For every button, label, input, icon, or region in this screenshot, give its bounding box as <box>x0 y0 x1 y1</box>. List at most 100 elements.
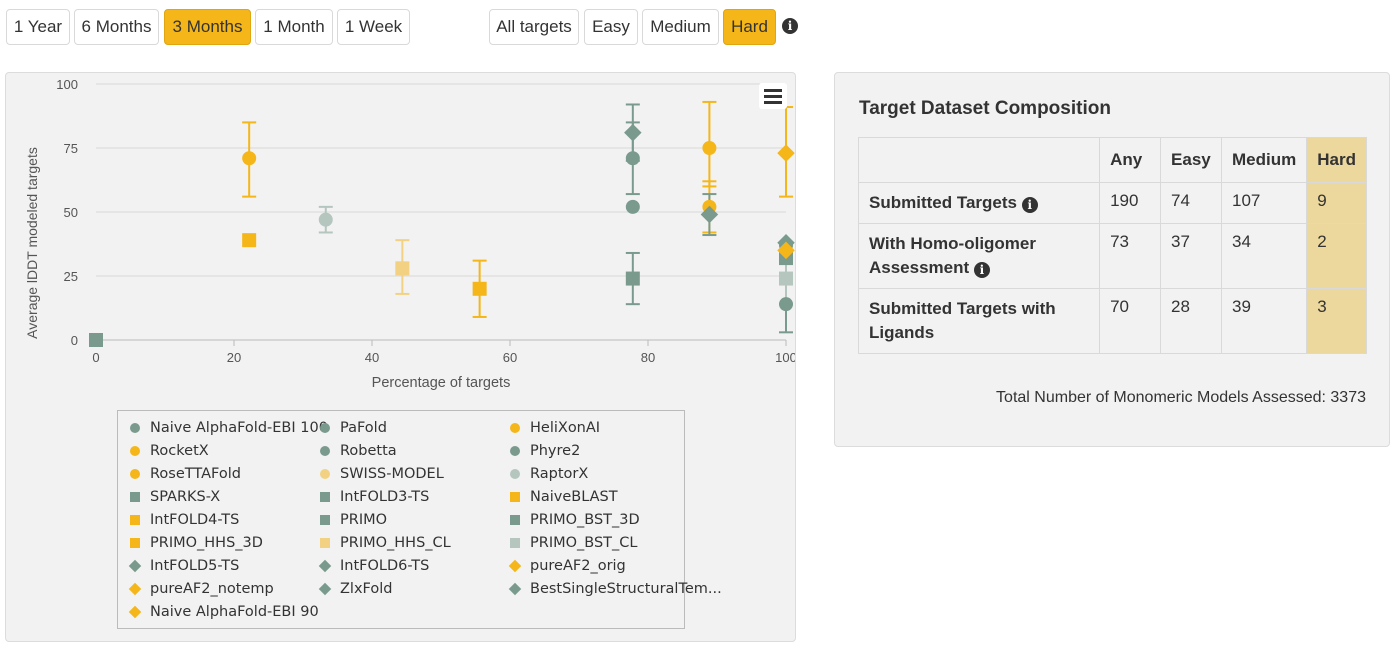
data-point[interactable] <box>625 199 640 214</box>
x-tick-label: 60 <box>503 350 517 365</box>
data-points <box>89 123 795 347</box>
square-marker-icon <box>320 515 330 525</box>
diamond-marker-icon <box>128 559 142 573</box>
legend-label: PRIMO_BST_CL <box>530 535 638 551</box>
cell-hard: 3 <box>1306 288 1367 354</box>
x-tick-label: 100 <box>775 350 795 365</box>
legend-label: RaptorX <box>530 466 589 482</box>
legend-label: IntFOLD6-TS <box>340 558 430 574</box>
filter-1-month-button[interactable]: 1 Month <box>255 9 333 45</box>
difficulty-info-icon[interactable]: i <box>782 18 798 34</box>
data-point[interactable] <box>779 297 793 312</box>
filter-3-months-button[interactable]: 3 Months <box>164 9 251 45</box>
filter-easy-button[interactable]: Easy <box>584 9 638 45</box>
diamond-marker-icon <box>318 582 332 596</box>
row-label: Submitted Targets with Ligands <box>857 288 1101 354</box>
circle-marker-icon <box>130 423 140 433</box>
filter-1-week-button[interactable]: 1 Week <box>337 9 410 45</box>
cell-any: 190 <box>1099 182 1162 224</box>
filter-all-targets-button[interactable]: All targets <box>489 9 579 45</box>
legend-label: IntFOLD4-TS <box>150 512 240 528</box>
data-point[interactable] <box>318 212 333 227</box>
chart-panel: 0 25 50 75 100 0 20 40 60 80 100 Average lDDT mode… <box>5 72 796 642</box>
circle-marker-icon <box>320 469 330 479</box>
y-tick-label: 75 <box>64 141 78 156</box>
data-point[interactable] <box>779 271 793 286</box>
x-tick-label: 20 <box>227 350 241 365</box>
data-point[interactable] <box>700 205 719 224</box>
data-point[interactable] <box>625 151 640 166</box>
row-label: Submitted Targets i <box>857 182 1101 224</box>
circle-marker-icon <box>510 423 520 433</box>
diamond-marker-icon <box>318 559 332 573</box>
cell-medium: 39 <box>1220 288 1308 354</box>
data-point[interactable] <box>625 271 640 286</box>
data-point[interactable] <box>472 281 487 296</box>
filter-6-months-button[interactable]: 6 Months <box>74 9 159 45</box>
chart-grid <box>95 83 787 346</box>
x-tick-label: 0 <box>92 350 99 365</box>
cell-hard: 9 <box>1306 182 1367 224</box>
chart-menu-button[interactable] <box>759 83 787 109</box>
y-axis-label: Average lDDT modeled targets <box>24 147 40 339</box>
legend-label: SWISS-MODEL <box>340 466 444 482</box>
square-marker-icon <box>510 492 520 502</box>
legend-label: HeliXonAI <box>530 420 601 436</box>
square-marker-icon <box>510 538 520 548</box>
submitted-targets-info-icon[interactable]: i <box>1021 197 1038 213</box>
composition-title: Target Dataset Composition <box>859 98 1111 119</box>
circle-marker-icon <box>320 423 330 433</box>
legend-label: IntFOLD5-TS <box>150 558 240 574</box>
y-tick-label: 100 <box>56 77 78 92</box>
legend-label: Phyre2 <box>530 443 581 459</box>
legend-label: Naive AlphaFold-EBI 90 <box>150 604 319 620</box>
header-hard: Hard <box>1306 137 1367 183</box>
diamond-marker-icon <box>128 582 142 596</box>
legend-label: RoseTTAFold <box>150 466 241 482</box>
cell-any: 73 <box>1099 223 1162 289</box>
data-point[interactable] <box>624 123 642 142</box>
data-point[interactable] <box>395 261 410 276</box>
legend-label: Robetta <box>340 443 397 459</box>
legend-label: PRIMO_HHS_3D <box>150 535 263 551</box>
data-point[interactable] <box>89 333 103 347</box>
data-point[interactable] <box>242 233 257 248</box>
data-point[interactable] <box>777 241 795 260</box>
scatter-chart: 0 25 50 75 100 0 20 40 60 80 100 Average lDDT mode… <box>24 77 795 391</box>
x-tick-label: 80 <box>641 350 655 365</box>
square-marker-icon <box>130 492 140 502</box>
total-models-text: Total Number of Monomeric Models Assesse… <box>996 389 1366 406</box>
circle-marker-icon <box>510 469 520 479</box>
legend-label: PRIMO_BST_3D <box>530 512 640 528</box>
diamond-marker-icon <box>508 582 522 596</box>
composition-panel: Target Dataset Composition Any Easy Medi… <box>834 72 1390 447</box>
table-row: Submitted Targets i 190 74 107 9 <box>857 182 1367 224</box>
composition-table: Any Easy Medium Hard Submitted Targets i… <box>857 137 1367 354</box>
data-point[interactable] <box>702 141 717 155</box>
square-marker-icon <box>130 515 140 525</box>
data-point[interactable] <box>777 144 795 162</box>
diamond-marker-icon <box>508 559 522 573</box>
chart-ticks: 0 25 50 75 100 0 20 40 60 80 100 <box>56 77 795 365</box>
homo-oligomer-info-icon[interactable]: i <box>973 262 990 278</box>
filter-hard-button[interactable]: Hard <box>723 9 776 45</box>
cell-easy: 28 <box>1160 288 1222 354</box>
row-label: With Homo-oligomer Assessment i <box>857 223 1101 289</box>
data-point[interactable] <box>242 151 257 166</box>
table-row: With Homo-oligomer Assessment i 73 37 34… <box>857 223 1367 289</box>
table-header-row: Any Easy Medium Hard <box>857 137 1367 183</box>
table-row: Submitted Targets with Ligands 70 28 39 … <box>857 288 1367 354</box>
cell-hard: 2 <box>1306 223 1367 289</box>
filter-medium-button[interactable]: Medium <box>642 9 719 45</box>
cell-easy: 37 <box>1160 223 1222 289</box>
legend-label: IntFOLD3-TS <box>340 489 430 505</box>
square-marker-icon <box>320 492 330 502</box>
legend-label: SPARKS-X <box>150 489 221 505</box>
header-easy: Easy <box>1160 137 1222 183</box>
header-blank <box>857 137 1101 183</box>
filter-1-year-button[interactable]: 1 Year <box>6 9 70 45</box>
legend-label: BestSingleStructuralTem... <box>530 581 722 597</box>
legend-label: PRIMO_HHS_CL <box>340 535 451 551</box>
legend-label: RocketX <box>150 443 209 459</box>
square-marker-icon <box>320 538 330 548</box>
